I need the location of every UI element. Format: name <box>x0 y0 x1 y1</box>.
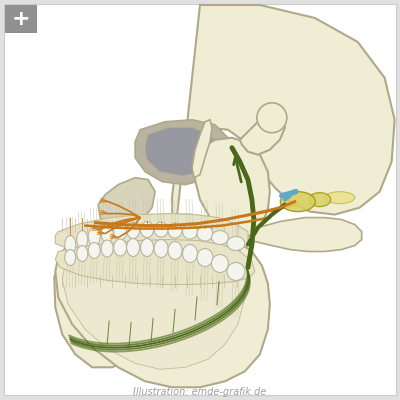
Polygon shape <box>55 214 248 254</box>
Ellipse shape <box>141 222 154 238</box>
Polygon shape <box>145 128 218 176</box>
Ellipse shape <box>197 248 213 266</box>
Polygon shape <box>135 120 228 185</box>
Ellipse shape <box>141 238 154 256</box>
Ellipse shape <box>65 236 76 254</box>
Ellipse shape <box>114 239 127 256</box>
Bar <box>5 5 37 33</box>
Ellipse shape <box>88 228 100 246</box>
Ellipse shape <box>309 193 331 207</box>
Ellipse shape <box>88 242 100 258</box>
Ellipse shape <box>101 224 113 242</box>
Polygon shape <box>55 240 255 284</box>
Polygon shape <box>192 120 212 178</box>
Ellipse shape <box>325 192 355 204</box>
Ellipse shape <box>77 246 88 262</box>
Polygon shape <box>62 220 240 284</box>
Ellipse shape <box>127 222 140 238</box>
Text: +: + <box>12 9 31 29</box>
Ellipse shape <box>168 223 182 238</box>
Ellipse shape <box>227 262 245 280</box>
Polygon shape <box>195 138 270 242</box>
Polygon shape <box>55 234 270 387</box>
Polygon shape <box>98 178 155 228</box>
Text: Illustration: emde-grafik.de: Illustration: emde-grafik.de <box>133 387 267 397</box>
Ellipse shape <box>77 230 88 248</box>
Ellipse shape <box>154 222 168 237</box>
Ellipse shape <box>227 236 245 250</box>
Ellipse shape <box>197 226 213 241</box>
Ellipse shape <box>154 240 168 258</box>
Ellipse shape <box>65 250 76 266</box>
Ellipse shape <box>280 192 315 212</box>
Polygon shape <box>54 5 395 367</box>
Polygon shape <box>62 240 246 369</box>
Ellipse shape <box>168 242 182 260</box>
Ellipse shape <box>182 244 198 262</box>
Ellipse shape <box>114 223 127 240</box>
Circle shape <box>257 103 287 133</box>
Ellipse shape <box>101 240 113 257</box>
Ellipse shape <box>182 224 198 239</box>
Ellipse shape <box>212 230 228 244</box>
Ellipse shape <box>127 238 140 256</box>
Ellipse shape <box>212 254 228 272</box>
Polygon shape <box>240 112 285 155</box>
Polygon shape <box>238 218 362 252</box>
